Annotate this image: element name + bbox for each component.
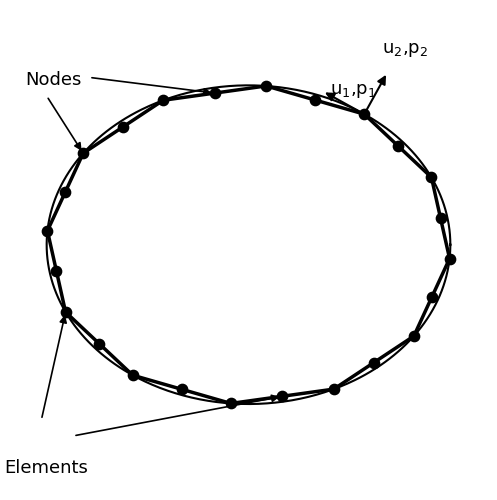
Point bbox=[278, 392, 286, 400]
Point bbox=[262, 82, 270, 90]
Text: Nodes: Nodes bbox=[25, 71, 82, 89]
Point bbox=[61, 188, 69, 196]
Point bbox=[62, 308, 70, 316]
Point bbox=[211, 89, 219, 97]
Point bbox=[311, 96, 319, 104]
Point bbox=[79, 150, 87, 158]
Text: Elements: Elements bbox=[4, 459, 88, 477]
Point bbox=[95, 340, 103, 347]
Point bbox=[43, 227, 51, 235]
Text: u$_{1}$,p$_{1}$: u$_{1}$,p$_{1}$ bbox=[331, 82, 377, 100]
Point bbox=[370, 358, 378, 366]
Point bbox=[446, 254, 454, 262]
Point bbox=[178, 386, 186, 394]
Point bbox=[53, 268, 61, 276]
Text: u$_{2}$,p$_{2}$: u$_{2}$,p$_{2}$ bbox=[382, 41, 428, 59]
Point bbox=[129, 371, 137, 379]
Point bbox=[330, 385, 338, 393]
Point bbox=[159, 96, 167, 104]
Point bbox=[119, 123, 127, 131]
Point bbox=[428, 294, 436, 302]
Point bbox=[360, 110, 368, 118]
Point bbox=[427, 174, 435, 182]
Point bbox=[436, 214, 444, 222]
Point bbox=[410, 332, 418, 340]
Point bbox=[227, 400, 235, 407]
Point bbox=[394, 142, 402, 150]
